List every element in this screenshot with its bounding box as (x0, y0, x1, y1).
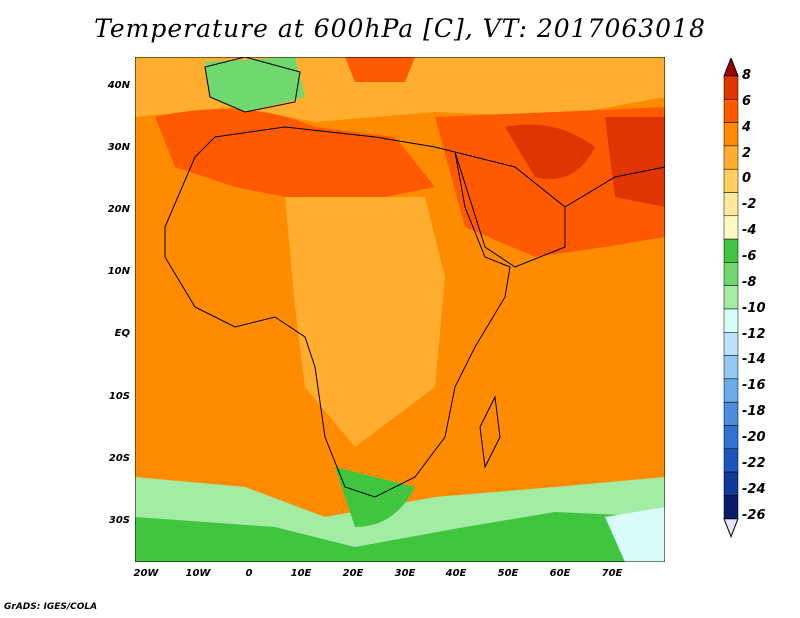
colorbar-segment (723, 425, 739, 450)
colorbar-label: 4 (742, 119, 752, 135)
xtick-20e: 20E (342, 568, 364, 579)
colorbar-segment (723, 215, 739, 240)
field-southern-green (135, 512, 665, 562)
colorbar-label: -12 (742, 326, 766, 342)
map-panel (135, 57, 665, 562)
ytick-20s: 20S (108, 453, 130, 464)
colorbar-segment (723, 122, 739, 147)
colorbar-segment (723, 168, 739, 193)
xtick-30e: 30E (394, 568, 416, 579)
colorbar-segment (723, 238, 739, 263)
ytick-30n: 30N (107, 142, 130, 153)
colorbar-label: -14 (742, 352, 766, 368)
colorbar-segment (723, 75, 739, 100)
colorbar-segment (723, 332, 739, 356)
field-iberia-green (205, 57, 305, 112)
xtick-70e: 70E (601, 568, 623, 579)
ytick-10s: 10S (108, 391, 130, 402)
colorbar-label: -26 (742, 507, 766, 523)
colorbar-segment (723, 495, 739, 519)
field-sahara-warm (155, 109, 435, 207)
xtick-10e: 10E (290, 568, 312, 579)
africa-coast (164, 126, 511, 498)
colorbar-segment (723, 448, 739, 473)
temperature-map (135, 57, 665, 562)
ytick-20n: 20N (107, 204, 130, 215)
xtick-0: 0 (245, 568, 253, 579)
colorbar-bottom-arrow (723, 518, 739, 539)
colorbar-segment (723, 308, 739, 333)
coastlines (164, 57, 665, 498)
xtick-50e: 50E (497, 568, 519, 579)
colorbar-label: -24 (742, 481, 766, 497)
xtick-10w: 10W (185, 568, 211, 579)
ytick-10n: 10N (107, 266, 130, 277)
colorbar-segment (723, 145, 739, 170)
colorbar-segment (723, 99, 739, 123)
colorbar-segment (723, 378, 739, 403)
colorbar-label: -4 (742, 223, 757, 239)
ytick-eq: EQ (114, 328, 130, 339)
arabia-coast (454, 151, 566, 268)
field-cyan-patch (605, 507, 665, 562)
madagascar-coast (479, 395, 501, 469)
colorbar-label: -20 (742, 430, 766, 446)
colorbar-label: 0 (742, 171, 752, 187)
colorbar-segment (723, 355, 739, 380)
colorbar-label: -2 (742, 197, 757, 213)
field-central-africa (285, 197, 445, 447)
field-med-warm (345, 57, 415, 82)
colorbar-segment (723, 471, 739, 496)
colorbar-segment (723, 192, 739, 217)
colorbar-label: -10 (742, 300, 766, 316)
iberia-coast (204, 57, 301, 113)
ytick-40n: 40N (107, 80, 130, 91)
colorbar-label: -16 (742, 378, 766, 394)
asia-coast (564, 166, 665, 208)
field-india-hot (605, 117, 665, 207)
colorbar-label: -8 (742, 274, 757, 290)
colorbar-segment (723, 262, 739, 286)
colorbar-segment (723, 285, 739, 310)
colorbar-label: -18 (742, 404, 766, 420)
colorbar-label: 6 (742, 93, 752, 109)
field-middle-east-warm (435, 107, 665, 257)
xtick-60e: 60E (549, 568, 571, 579)
colorbar-label: -6 (742, 249, 757, 265)
colorbar-label: 2 (742, 145, 752, 161)
colorbar-label: 8 (742, 68, 752, 83)
colorbar-label: -22 (742, 455, 766, 471)
grads-credit: GrADS: IGES/COLA (4, 602, 98, 612)
xtick-20w: 20W (133, 568, 159, 579)
colorbar-top-arrow (723, 58, 739, 77)
colorbar (723, 58, 739, 539)
field-persia-hot (505, 124, 595, 179)
xtick-40e: 40E (445, 568, 467, 579)
ytick-30s: 30S (108, 515, 130, 526)
colorbar-segment (723, 401, 739, 426)
chart-title: Temperature at 600hPa [C], VT: 201706301… (94, 14, 706, 43)
